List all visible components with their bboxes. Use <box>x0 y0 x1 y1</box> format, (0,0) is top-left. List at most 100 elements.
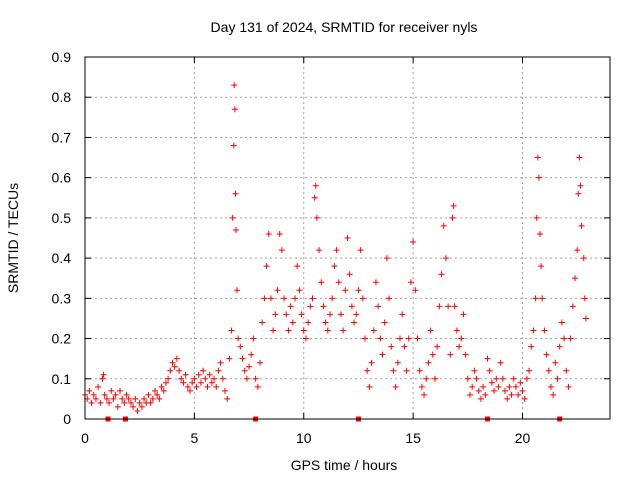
data-point <box>434 343 441 350</box>
data-point <box>178 375 185 382</box>
data-point <box>176 367 183 374</box>
data-point <box>545 367 552 374</box>
data-point <box>486 367 493 374</box>
data-point <box>407 279 414 286</box>
data-point <box>528 343 535 350</box>
y-tick-label: 0.3 <box>52 290 72 306</box>
x-tick-label: 5 <box>190 430 198 446</box>
data-point <box>532 295 539 302</box>
gridlines <box>85 57 610 419</box>
y-tick-label: 0.4 <box>52 250 72 266</box>
data-point <box>495 383 502 390</box>
data-point <box>117 387 123 394</box>
data-point <box>497 359 504 366</box>
data-point <box>392 383 399 390</box>
y-tick-label: 0.6 <box>52 170 72 186</box>
data-point <box>397 335 403 342</box>
data-point <box>114 403 121 410</box>
data-point <box>272 311 279 318</box>
data-point <box>300 327 307 334</box>
data-point <box>182 371 189 378</box>
data-point <box>533 214 540 221</box>
data-point <box>265 230 272 237</box>
data-point <box>95 383 102 390</box>
data-point <box>213 383 220 390</box>
data-point <box>482 391 489 398</box>
data-point <box>312 182 319 189</box>
data-point <box>110 395 117 402</box>
data-point <box>403 367 410 374</box>
data-point <box>460 311 467 318</box>
data-point <box>211 375 218 382</box>
data-point <box>438 271 445 278</box>
data-point <box>451 303 458 310</box>
data-point <box>287 303 294 310</box>
data-point <box>368 359 375 366</box>
data-point <box>442 255 449 262</box>
data-point <box>130 403 137 410</box>
data-point <box>292 295 298 302</box>
data-point <box>103 395 110 402</box>
data-point <box>149 395 156 402</box>
data-point <box>261 295 268 302</box>
data-point <box>230 142 237 149</box>
data-point <box>231 82 238 89</box>
data-point <box>436 303 443 310</box>
data-point <box>394 359 401 366</box>
data-point <box>138 403 145 410</box>
data-point <box>127 399 134 406</box>
data-point <box>469 383 476 390</box>
data-point <box>318 279 325 286</box>
data-point <box>112 391 119 398</box>
data-point <box>554 375 561 382</box>
data-point <box>449 214 456 221</box>
data-point <box>362 335 368 342</box>
data-point <box>97 399 104 406</box>
data-point <box>399 311 406 318</box>
data-point <box>346 271 353 278</box>
data-point <box>313 214 320 221</box>
data-point <box>327 311 333 318</box>
data-point <box>193 383 200 390</box>
data-point <box>276 230 283 237</box>
data-point <box>270 327 277 334</box>
data-point <box>508 391 515 398</box>
data-point <box>416 367 423 374</box>
data-point <box>296 287 303 294</box>
data-point <box>257 359 263 366</box>
data-point <box>241 367 248 374</box>
x-axis-ticks: 0 5 10 15 20 <box>81 57 530 446</box>
data-point <box>229 214 236 221</box>
data-point <box>125 395 132 402</box>
data-point <box>575 190 582 197</box>
data-point <box>289 319 296 326</box>
data-point <box>530 327 537 334</box>
data-point <box>462 351 469 358</box>
data-point <box>154 391 161 398</box>
chart-title: Day 131 of 2024, SRMTID for receiver nyl… <box>211 19 478 35</box>
data-points <box>82 82 589 414</box>
data-point <box>506 383 513 390</box>
data-point <box>541 327 548 334</box>
data-point <box>132 395 139 402</box>
data-point <box>539 295 546 302</box>
data-point <box>504 395 511 402</box>
y-tick-label: 0.5 <box>52 210 72 226</box>
data-point <box>453 327 460 334</box>
data-point <box>200 367 207 374</box>
data-point <box>547 383 554 390</box>
data-point <box>145 391 152 398</box>
data-point <box>379 351 386 358</box>
data-point <box>357 247 364 254</box>
data-point <box>569 303 576 310</box>
data-point <box>578 222 585 229</box>
data-point <box>519 387 526 394</box>
data-point <box>552 359 559 366</box>
data-point <box>92 395 99 402</box>
data-point <box>226 355 233 362</box>
data-point <box>173 355 180 362</box>
data-point <box>405 335 412 342</box>
data-point <box>215 367 222 374</box>
data-point <box>576 154 583 161</box>
